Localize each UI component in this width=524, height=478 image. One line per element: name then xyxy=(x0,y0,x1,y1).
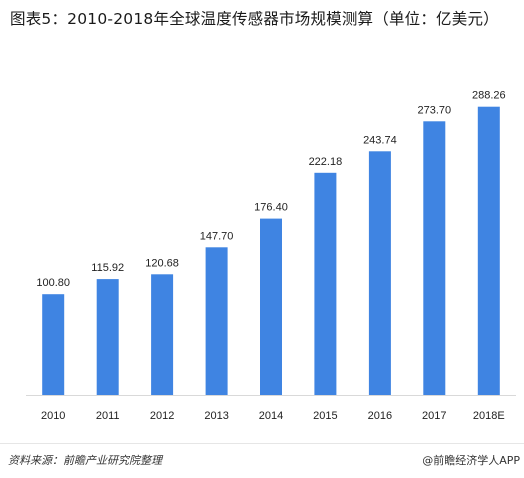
bar-value-label-2011: 115.92 xyxy=(91,262,124,274)
bar-value-label-2013: 147.70 xyxy=(200,230,234,242)
bar-2016 xyxy=(368,151,391,395)
x-tick-label-2014: 2014 xyxy=(259,410,283,422)
footer-divider xyxy=(0,443,524,444)
x-tick-label-2018E: 2018E xyxy=(473,410,505,422)
x-axis-line xyxy=(26,395,516,396)
x-tick-label-2013: 2013 xyxy=(204,410,228,422)
bar-value-label-2017: 273.70 xyxy=(417,104,451,116)
bar-value-label-2015: 222.18 xyxy=(309,156,343,168)
x-tick-label-2010: 2010 xyxy=(41,410,65,422)
bar-2017 xyxy=(423,121,446,396)
bar-2018E xyxy=(477,106,500,395)
bar-value-label-2016: 243.74 xyxy=(363,134,397,146)
bar-value-label-2014: 176.40 xyxy=(254,202,288,214)
bar-2013 xyxy=(205,247,228,395)
x-tick-label-2011: 2011 xyxy=(96,410,120,422)
source-note: 资料来源：前瞻产业研究院整理 xyxy=(8,454,162,467)
bar-2010 xyxy=(42,294,65,395)
bar-value-label-2012: 120.68 xyxy=(145,257,179,269)
x-tick-label-2015: 2015 xyxy=(313,410,337,422)
bar-value-label-2010: 100.80 xyxy=(36,277,70,289)
x-tick-label-2017: 2017 xyxy=(422,410,446,422)
bar-2015 xyxy=(314,172,337,395)
bar-2011 xyxy=(96,279,119,395)
bar-value-label-2018E: 288.26 xyxy=(472,90,506,102)
brand-credit: @前瞻经济学人APP xyxy=(422,454,520,467)
x-tick-label-2012: 2012 xyxy=(150,410,174,422)
x-tick-label-2016: 2016 xyxy=(368,410,392,422)
chart-title: 图表5：2010-2018年全球温度传感器市场规模测算（单位：亿美元） xyxy=(10,10,499,28)
bar-2012 xyxy=(151,274,174,395)
bar-2014 xyxy=(260,218,282,395)
